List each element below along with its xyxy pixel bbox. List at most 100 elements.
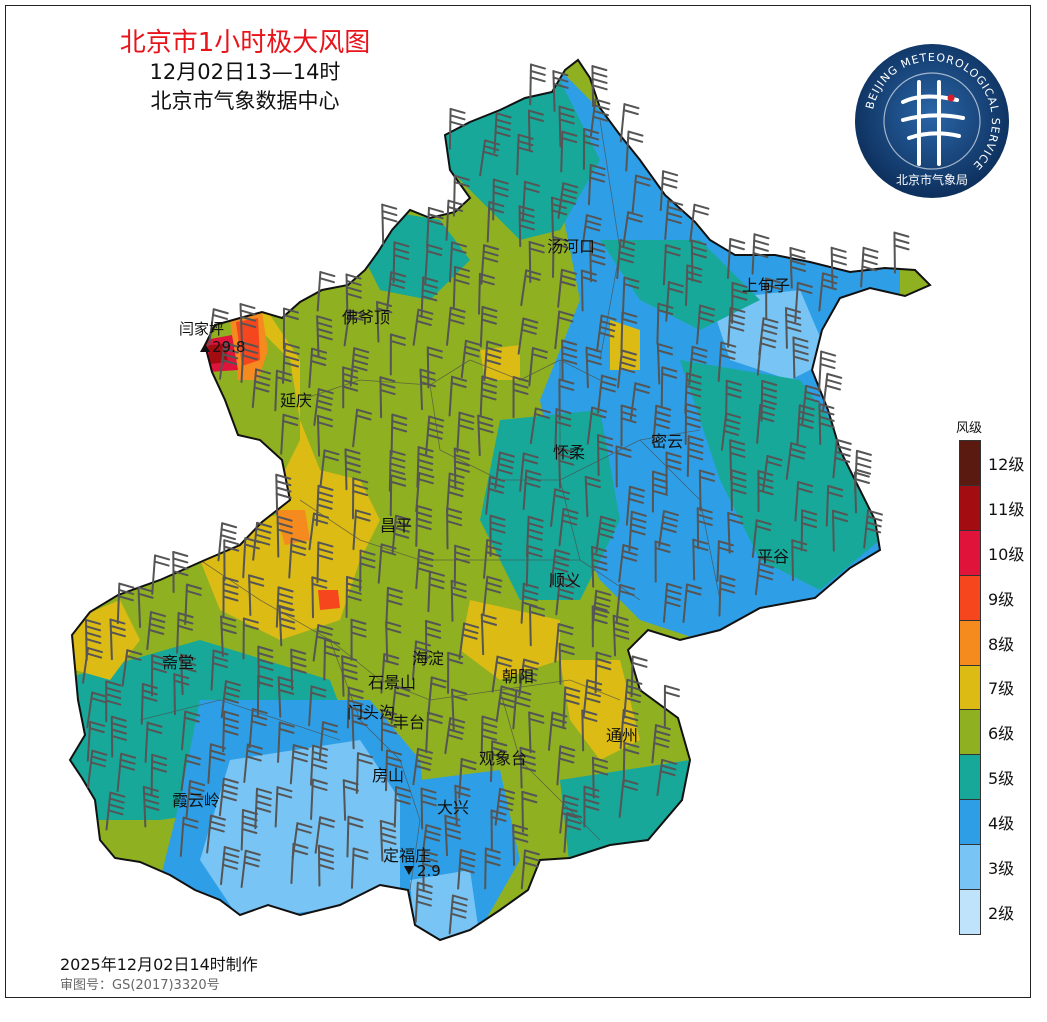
wind-barb-feather [498,702,515,709]
wind-barb-feather [717,540,734,547]
wind-barb-feather [661,366,678,373]
wind-barb-feather [459,849,476,856]
wind-barb-feather [481,375,498,382]
wind-barb-feather [141,689,158,696]
wind-barb-feather [321,727,338,734]
wind-barb-feather [393,691,410,698]
wind-barb-feather [220,528,237,535]
wind-barb-feather [519,753,536,760]
wind-barb-feather [179,653,196,660]
wind-barb-feather [627,130,644,137]
wind-barb-feather [698,475,715,482]
wind-barb-feather [855,468,872,475]
wind-barb-feather [454,791,471,798]
wind-barb-feather [394,514,411,521]
wind-barb-feather [730,475,747,482]
wind-barb-feather [686,270,703,277]
place-label-xiayunling: 霞云岭 [172,791,221,810]
wind-barb-feather [458,861,475,868]
wind-barb-feather [415,524,432,531]
wind-barb-feather [311,763,328,770]
wind-barb-feather [428,576,445,583]
wind-barb-feather [585,691,602,698]
wind-barb-feather [698,310,715,317]
wind-barb-feather [592,115,609,122]
wind-barb-feather [654,416,671,423]
min-station-value: 2.9 [417,862,441,880]
wind-barb-feather [289,550,306,557]
wind-barb-feather [352,483,369,490]
wind-barb-feather [310,353,327,360]
wind-barb-feather [599,320,616,327]
wind-barb-feather [665,451,682,458]
wind-barb-feather [427,219,444,226]
map-frame [5,5,1031,998]
wind-barb-feather [386,599,403,606]
wind-barb-feather [583,798,600,805]
wind-barb-feather [499,696,516,703]
wind-barb-feather [352,847,369,854]
wind-barb-feather [528,717,545,724]
wind-barb-feather [624,697,641,704]
wind-barb-feather [583,804,600,811]
wind-barb-feather [290,667,307,674]
wind-barb-feather [628,485,645,492]
wind-barb-feather [691,252,708,259]
wind-barb-feather [687,441,704,448]
wind-barb-feather [664,601,681,608]
wind-barb-feather [318,821,335,828]
wind-barb-feather [105,686,122,693]
wind-barb-feather [356,752,373,759]
wind-barb-feather [453,453,470,460]
wind-barb-feather [591,84,608,91]
wind-barb-feather [212,655,229,662]
wind-barb-feather [317,393,334,400]
legend-item: 2级 [960,890,1014,934]
wind-barb-feather [520,328,537,335]
wind-barb-feather [666,211,683,218]
wind-barb-feather [522,595,539,602]
wind-barb-feather [634,180,651,187]
wind-barb-feather [557,623,574,630]
wind-barb-feather [382,659,399,666]
wind-barb-feather [446,520,463,527]
wind-barb-feather [341,655,358,662]
wind-barb-feather [153,560,170,567]
wind-barb-feather [555,420,572,427]
wind-barb-feather [485,581,502,588]
wind-barb-feather [617,257,634,264]
wind-barb-feather [454,265,471,272]
wind-barb-feather [219,534,236,541]
wind-barb-feather [523,658,540,665]
wind-barb-feather [623,276,640,283]
place-label-fengtai: 丰台 [393,713,426,732]
wind-barb-feather [151,660,168,667]
wind-barb-feather [727,512,744,519]
wind-barb-feather [612,614,629,621]
wind-barb-feather [560,268,577,275]
wind-barb-feather [788,453,805,460]
wind-barb-feather [855,449,872,456]
wind-barb-feather [729,306,746,313]
wind-barb-feather [151,760,168,767]
wind-barb-feather [558,310,575,317]
wind-barb-feather [344,454,361,461]
wind-barb-feather [347,686,364,693]
wind-barb-feather [589,170,606,177]
wind-barb-feather [422,862,439,869]
wind-barb-feather [792,349,809,356]
wind-barb-feather [489,521,506,528]
wind-barb-feather [256,787,273,794]
wind-barb-feather [451,900,468,907]
wind-barb-feather [223,846,240,853]
wind-barb-feather [719,574,736,581]
wind-barb-feather [801,522,818,529]
wind-barb-feather [255,368,272,375]
wind-barb-feather [597,446,614,453]
wind-barb-feather [257,674,274,681]
wind-barb-feather [792,355,809,362]
wind-barb-feather [729,445,746,452]
wind-barb-feather [257,658,274,665]
wind-barb-feather [557,629,574,636]
wind-barb-feather [311,778,328,785]
